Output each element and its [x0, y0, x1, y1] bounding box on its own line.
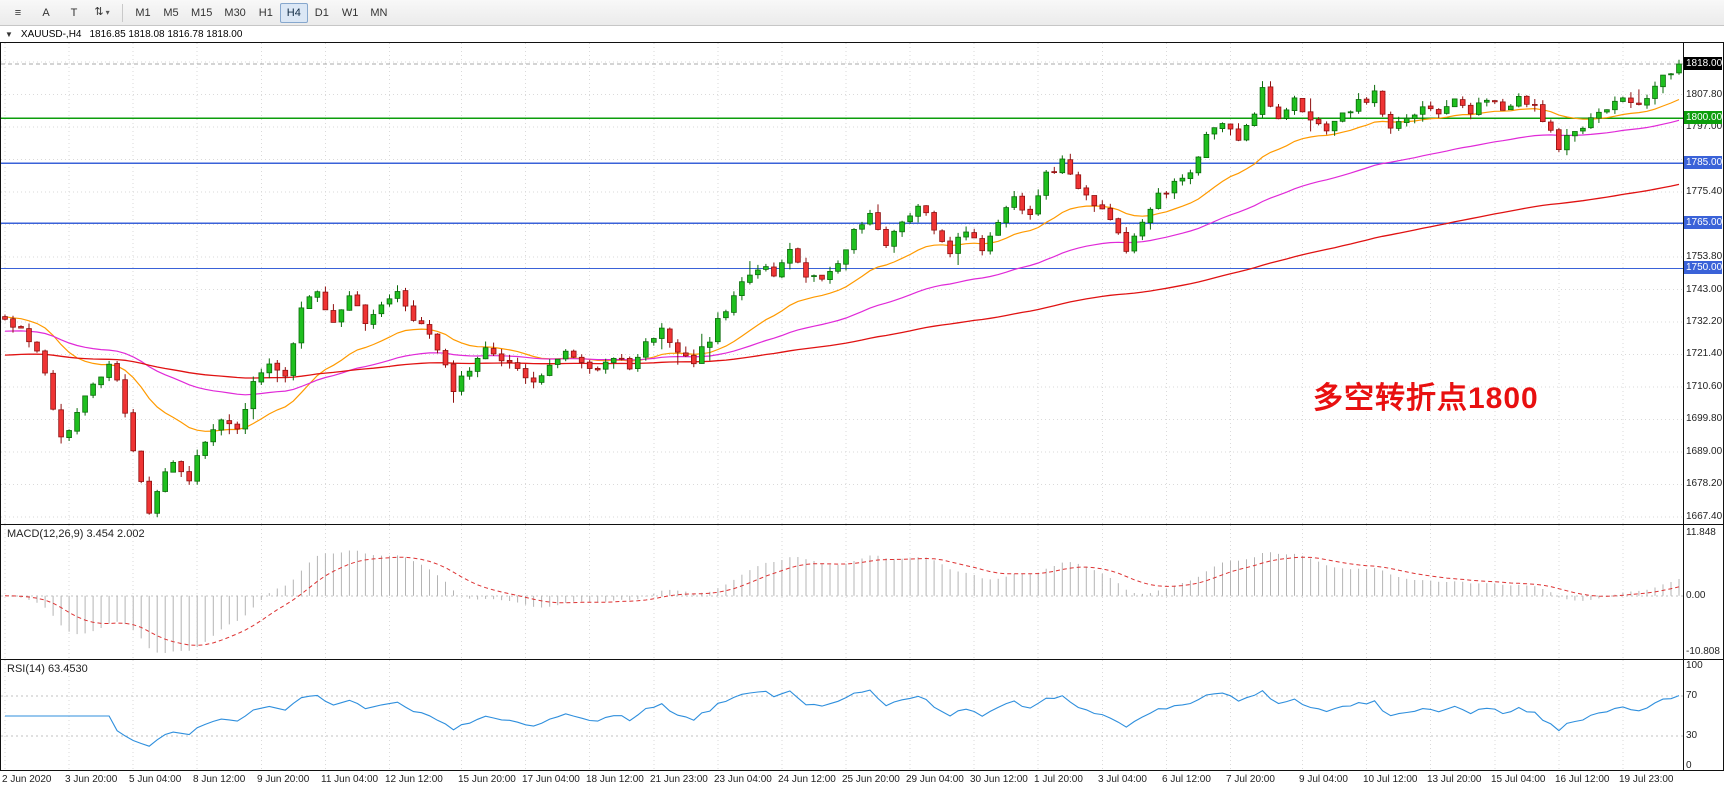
time-axis-label: 9 Jun 20:00 — [257, 774, 310, 785]
timeframe-button-m15[interactable]: M15 — [191, 6, 213, 19]
time-axis-label: 5 Jun 04:00 — [129, 774, 182, 785]
price-axis-label: 1797.00 — [1686, 121, 1723, 132]
time-axis-label: 18 Jun 12:00 — [586, 774, 644, 785]
time-axis[interactable]: 2 Jun 2020 3 Jun 20:00 5 Jun 04:00 8 Jun 12… — [0, 771, 1684, 791]
macd-label: MACD(12,26,9) 3.454 2.002 — [7, 528, 145, 540]
time-axis-label: 23 Jun 04:00 — [714, 774, 772, 785]
timeframe-button-m5[interactable]: M5 — [163, 6, 179, 19]
time-axis-label: 9 Jul 04:00 — [1299, 774, 1348, 785]
time-axis-label: 3 Jun 20:00 — [65, 774, 118, 785]
time-axis-label: 25 Jun 20:00 — [842, 774, 900, 785]
toolbar: ≡ A T ⇅ ▾ M1 M5 M15 M30 H1 H4 D1 W1 MN — [0, 0, 1724, 26]
rsi-label: RSI(14) 63.4530 — [7, 663, 88, 675]
menu-icon[interactable]: ≡ — [14, 6, 22, 19]
cursor-mode-dropdown[interactable]: ⇅ ▾ — [94, 6, 110, 18]
price-axis-label: 1710.60 — [1686, 381, 1723, 392]
macd-plot[interactable] — [1, 525, 1683, 659]
price-scale[interactable]: 1807.80 1797.00 1775.40 1753.80 1743.00 1732.… — [1683, 43, 1723, 524]
price-axis-label: 1699.80 — [1686, 413, 1723, 424]
time-axis-label: 30 Jun 12:00 — [970, 774, 1028, 785]
time-axis-label: 10 Jul 12:00 — [1363, 774, 1418, 785]
annotate-a-tool[interactable]: A — [42, 6, 50, 19]
time-axis-label: 2 Jun 2020 — [2, 774, 52, 785]
time-axis-label: 24 Jun 12:00 — [778, 774, 836, 785]
time-axis-label: 15 Jul 04:00 — [1491, 774, 1546, 785]
text-tool[interactable]: T — [70, 6, 78, 19]
price-axis-label: 1753.80 — [1686, 251, 1723, 262]
time-axis-label: 3 Jul 04:00 — [1098, 774, 1147, 785]
price-axis-label: 1678.20 — [1686, 478, 1723, 489]
time-axis-label: 21 Jun 23:00 — [650, 774, 708, 785]
price-axis-label: 1721.40 — [1686, 348, 1723, 359]
time-axis-label: 19 Jul 23:00 — [1619, 774, 1674, 785]
macd-axis-label: 11.848 — [1686, 527, 1716, 538]
rsi-axis-label: 70 — [1686, 690, 1698, 701]
last-price-tag: 1818.00 — [1684, 57, 1723, 70]
time-axis-label: 1 Jul 20:00 — [1034, 774, 1083, 785]
rsi-plot[interactable] — [1, 660, 1683, 770]
price-chart-panel: 多空转折点1800 1807.80 1797.00 1775.40 1753.80 17… — [1, 43, 1723, 524]
price-axis-label: 1775.40 — [1686, 186, 1723, 197]
chart-title-bar: ▼ XAUUSD-,H4 1816.85 1818.08 1816.78 181… — [0, 26, 1724, 42]
timeframe-button-w1[interactable]: W1 — [341, 6, 359, 19]
time-axis-label: 15 Jun 20:00 — [458, 774, 516, 785]
macd-axis-label: 0.00 — [1686, 590, 1706, 601]
time-axis-label: 11 Jun 04:00 — [321, 774, 379, 785]
timeframe-button-h4[interactable]: H4 — [279, 2, 308, 23]
timeframe-button-h1[interactable]: H1 — [258, 6, 273, 19]
symbol-period-label: XAUUSD-,H4 — [20, 28, 82, 40]
macd-axis-label: -10.808 — [1686, 646, 1720, 657]
price-level-tag: 1765.00 — [1684, 216, 1723, 229]
chart-annotation: 多空转折点1800 — [1313, 382, 1539, 415]
ohlc-values: 1816.85 1818.08 1816.78 1818.00 — [89, 28, 243, 40]
price-axis-label: 1689.00 — [1686, 446, 1723, 457]
price-plot[interactable] — [1, 43, 1683, 524]
macd-panel: MACD(12,26,9) 3.454 2.002 11.848 0.00 -10.… — [1, 524, 1723, 659]
time-axis-label: 7 Jul 20:00 — [1226, 774, 1275, 785]
timeframe-button-d1[interactable]: D1 — [314, 6, 329, 19]
timeframe-button-mn[interactable]: MN — [370, 6, 388, 19]
timeframe-group: M1 M5 M15 M30 H1 H4 D1 W1 MN — [129, 2, 393, 23]
toolbar-separator — [122, 3, 123, 22]
chart-window: 多空转折点1800 1807.80 1797.00 1775.40 1753.80 17… — [0, 42, 1724, 771]
rsi-panel: RSI(14) 63.4530 100 70 30 0 — [1, 659, 1723, 771]
price-axis-label: 1743.00 — [1686, 284, 1723, 295]
price-level-tag: 1785.00 — [1684, 156, 1723, 169]
price-axis-label: 1732.20 — [1686, 316, 1723, 327]
time-axis-label: 13 Jul 20:00 — [1427, 774, 1482, 785]
rsi-axis-label: 30 — [1686, 730, 1698, 741]
price-level-tag: 1750.00 — [1684, 261, 1723, 274]
time-axis-label: 17 Jun 04:00 — [522, 774, 580, 785]
macd-scale[interactable]: 11.848 0.00 -10.808 — [1683, 525, 1723, 659]
tool-group: ≡ A T ⇅ ▾ — [4, 2, 116, 23]
rsi-axis-label: 0 — [1686, 760, 1692, 771]
chevron-down-icon: ▾ — [105, 8, 110, 17]
timeframe-button-m1[interactable]: M1 — [135, 6, 151, 19]
time-axis-label: 16 Jul 12:00 — [1555, 774, 1610, 785]
timeframe-button-m30[interactable]: M30 — [224, 6, 246, 19]
collapse-arrow-icon[interactable]: ▼ — [5, 29, 13, 39]
time-axis-label: 8 Jun 12:00 — [193, 774, 246, 785]
price-axis-label: 1667.40 — [1686, 511, 1723, 522]
rsi-axis-label: 100 — [1686, 660, 1703, 671]
price-axis-label: 1807.80 — [1686, 89, 1723, 100]
time-axis-label: 6 Jul 12:00 — [1162, 774, 1211, 785]
time-axis-label: 12 Jun 12:00 — [385, 774, 443, 785]
time-axis-label: 29 Jun 04:00 — [906, 774, 964, 785]
rsi-scale[interactable]: 100 70 30 0 — [1683, 660, 1723, 771]
price-level-tag: 1800.00 — [1684, 111, 1723, 124]
